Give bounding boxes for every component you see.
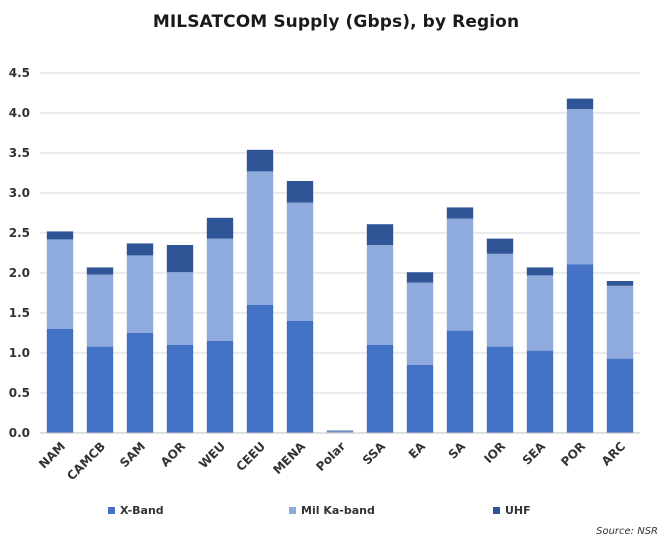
- y-tick-label: 2.5: [9, 226, 30, 240]
- y-tick-label: 3.5: [9, 146, 30, 160]
- bar-segment-uhf-ceeu: [246, 149, 274, 172]
- x-category-label: AOR: [158, 439, 188, 469]
- bar-segment-uhf-ssa: [366, 224, 394, 245]
- y-axis-tick-labels: 0.0 0.5 1.0 1.5 2.0 2.5 3.0 3.5 4.0 4.5: [9, 66, 30, 440]
- bar-segment-mil-ka-band-aor: [166, 272, 194, 345]
- bar-segment-x-band-ea: [406, 365, 434, 433]
- bar-segment-x-band-sea: [526, 350, 554, 433]
- x-category-label: MENA: [270, 439, 308, 477]
- bar-segment-uhf-arc: [606, 281, 634, 286]
- x-category-label: WEU: [196, 439, 228, 471]
- bar-segment-uhf-sa: [446, 207, 474, 219]
- bar-segment-x-band-ior: [486, 346, 514, 433]
- x-category-label: SA: [446, 439, 469, 462]
- x-category-label: POR: [558, 439, 588, 469]
- bar-segment-x-band-ssa: [366, 345, 394, 433]
- bar-segment-mil-ka-band-sa: [446, 218, 474, 331]
- y-tick-label: 1.5: [9, 306, 30, 320]
- bar-segment-uhf-sam: [126, 243, 154, 256]
- legend-label-uhf: UHF: [505, 504, 531, 517]
- bar-segment-mil-ka-band-mena: [286, 202, 314, 321]
- bar-segment-mil-ka-band-arc: [606, 285, 634, 359]
- bar-segment-mil-ka-band-ea: [406, 282, 434, 365]
- legend-item-mil-ka-band: Mil Ka-band: [289, 504, 375, 517]
- x-category-label: EA: [406, 439, 429, 462]
- bar-segment-x-band-sa: [446, 330, 474, 433]
- legend-swatch-uhf: [493, 507, 500, 514]
- legend-item-x-band: X-Band: [108, 504, 164, 517]
- x-category-label: NAM: [36, 439, 68, 471]
- bar-segment-uhf-weu: [206, 217, 234, 239]
- bar-segment-uhf-mena: [286, 181, 314, 203]
- bar-segment-mil-ka-band-camcb: [86, 274, 114, 347]
- bar-segment-mil-ka-band-sam: [126, 255, 154, 333]
- source-note: Source: NSR: [596, 526, 658, 537]
- bars: [46, 98, 634, 433]
- bar-segment-x-band-arc: [606, 358, 634, 433]
- x-category-label: CEEU: [234, 439, 269, 474]
- bar-segment-uhf-por: [566, 98, 594, 109]
- bar-segment-x-band-camcb: [86, 346, 114, 433]
- bar-segment-uhf-aor: [166, 245, 194, 273]
- bar-segment-mil-ka-band-por: [566, 109, 594, 265]
- bar-segment-x-band-ceeu: [246, 305, 274, 433]
- x-category-label: ARC: [599, 439, 628, 468]
- bar-segment-uhf-polar: [326, 430, 354, 432]
- y-tick-label: 3.0: [9, 186, 30, 200]
- legend-label-x-band: X-Band: [120, 504, 164, 517]
- bar-segment-uhf-nam: [46, 231, 74, 240]
- bar-segment-mil-ka-band-sea: [526, 275, 554, 351]
- legend-swatch-mil-ka-band: [289, 507, 296, 514]
- y-tick-label: 2.0: [9, 266, 30, 280]
- legend-item-uhf: UHF: [493, 504, 531, 517]
- chart-title: MILSATCOM Supply (Gbps), by Region: [152, 12, 520, 32]
- x-category-label: CAMCB: [64, 439, 108, 483]
- bar-segment-mil-ka-band-weu: [206, 238, 234, 341]
- x-category-label: SEA: [520, 439, 549, 468]
- bar-segment-x-band-nam: [46, 329, 74, 433]
- x-category-label: Polar: [313, 439, 348, 474]
- x-category-label: SAM: [117, 439, 148, 470]
- bar-segment-x-band-weu: [206, 341, 234, 433]
- x-category-label: IOR: [481, 439, 508, 466]
- legend-label-mil-ka-band: Mil Ka-band: [301, 504, 375, 517]
- bar-segment-uhf-camcb: [86, 267, 114, 275]
- bar-segment-uhf-ior: [486, 238, 514, 254]
- bar-segment-x-band-sam: [126, 333, 154, 433]
- bar-segment-uhf-sea: [526, 267, 554, 276]
- bar-segment-mil-ka-band-nam: [46, 239, 74, 329]
- bar-segment-mil-ka-band-ceeu: [246, 171, 274, 305]
- x-category-label: SSA: [360, 439, 389, 468]
- y-tick-label: 4.0: [9, 106, 30, 120]
- bar-segment-mil-ka-band-ior: [486, 253, 514, 347]
- y-tick-label: 0.5: [9, 386, 30, 400]
- bar-segment-x-band-por: [566, 264, 594, 433]
- legend-swatch-x-band: [108, 507, 115, 514]
- y-tick-label: 1.0: [9, 346, 30, 360]
- bar-segment-x-band-aor: [166, 345, 194, 433]
- y-tick-label: 4.5: [9, 66, 30, 80]
- bar-segment-uhf-ea: [406, 272, 434, 283]
- bar-segment-mil-ka-band-polar: [326, 431, 354, 433]
- bar-segment-mil-ka-band-ssa: [366, 245, 394, 345]
- y-tick-label: 0.0: [9, 426, 30, 440]
- bar-segment-x-band-mena: [286, 321, 314, 433]
